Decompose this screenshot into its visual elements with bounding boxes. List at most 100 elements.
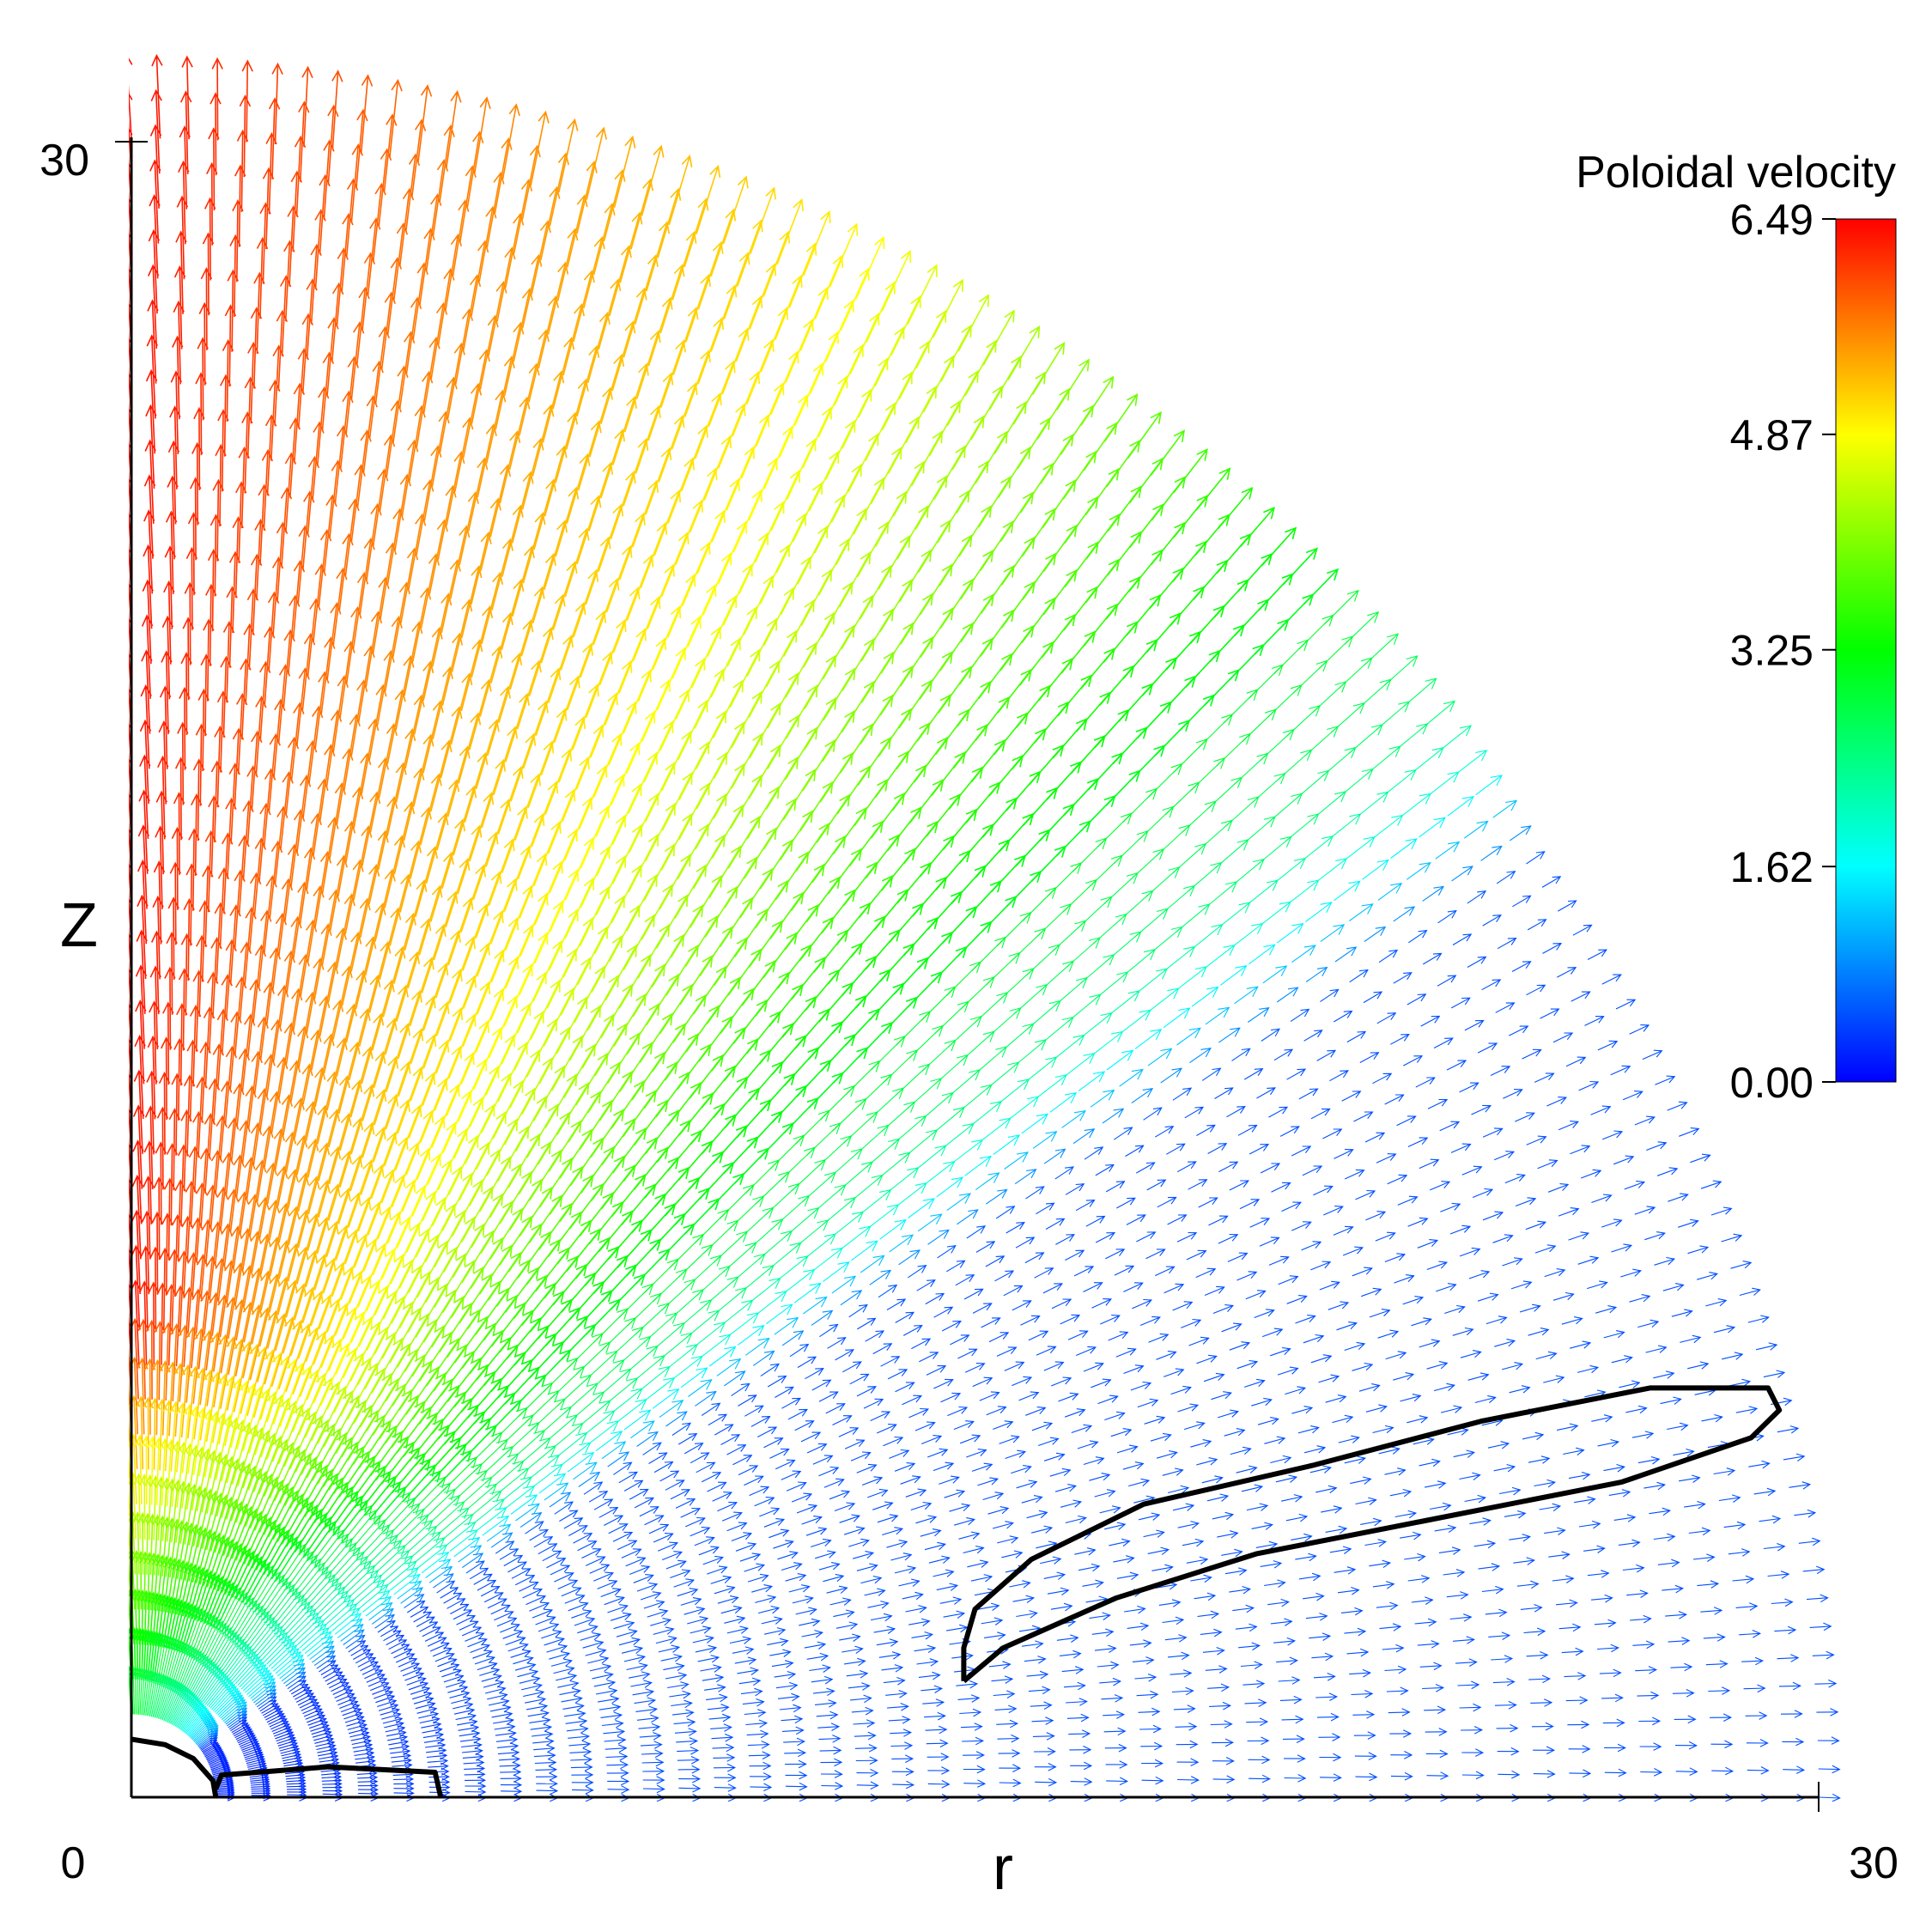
velocity-arrow (211, 550, 215, 632)
velocity-arrow (495, 356, 513, 430)
velocity-arrow (228, 586, 234, 668)
velocity-arrow-head (350, 931, 362, 945)
velocity-arrow (393, 914, 415, 984)
velocity-arrow-head (549, 185, 561, 199)
velocity-arrow (359, 1373, 392, 1428)
velocity-arrow (179, 1004, 183, 1086)
velocity-arrow (362, 1207, 391, 1272)
velocity-arrow-head (578, 1082, 590, 1096)
velocity-arrow (164, 686, 168, 769)
velocity-arrow (1344, 611, 1379, 645)
velocity-arrow-head (936, 475, 948, 489)
velocity-arrow-head (552, 860, 563, 874)
velocity-arrow-head (615, 854, 626, 868)
velocity-arrow-head (777, 307, 789, 320)
velocity-arrow-head (519, 692, 530, 706)
velocity-arrow (411, 119, 422, 197)
velocity-arrow (349, 1239, 376, 1304)
velocity-arrow (829, 223, 858, 288)
velocity-arrow (171, 1643, 186, 1686)
velocity-arrow-head (181, 55, 193, 68)
velocity-arrow (168, 1642, 184, 1686)
velocity-arrow (682, 543, 710, 606)
velocity-arrow (211, 1374, 226, 1443)
velocity-arrow-head (482, 605, 494, 618)
velocity-arrow-head (399, 1023, 410, 1036)
velocity-arrow (394, 475, 408, 550)
velocity-arrow (592, 733, 622, 798)
velocity-arrow-head (986, 339, 997, 353)
velocity-arrow-head (442, 851, 454, 865)
velocity-arrow (386, 1024, 409, 1093)
velocity-arrow (149, 1475, 151, 1540)
velocity-arrow (344, 860, 361, 934)
velocity-arrow-head (319, 850, 332, 864)
velocity-arrow (459, 166, 473, 242)
velocity-arrow (817, 538, 850, 596)
velocity-arrow (434, 931, 459, 999)
velocity-arrow-head (531, 253, 543, 267)
velocity-arrow-head (160, 1477, 173, 1490)
velocity-arrow (488, 839, 513, 906)
velocity-arrow-head (793, 197, 804, 211)
velocity-arrow (499, 1216, 533, 1267)
velocity-arrow (325, 1599, 355, 1625)
velocity-arrow (181, 723, 185, 805)
velocity-arrow (1364, 633, 1399, 665)
velocity-arrow (205, 1493, 222, 1551)
velocity-arrow-head (211, 1668, 223, 1681)
velocity-arrow (611, 1080, 645, 1129)
velocity-arrow (412, 263, 425, 340)
velocity-arrow-head (420, 806, 432, 820)
velocity-arrow (736, 220, 762, 287)
velocity-arrow (481, 573, 501, 645)
velocity-arrow-head (452, 1006, 464, 1021)
velocity-arrow (215, 1116, 223, 1195)
velocity-arrow (261, 1577, 289, 1616)
velocity-arrow (618, 513, 645, 580)
velocity-arrow-head (437, 1078, 448, 1091)
velocity-arrow (780, 556, 811, 616)
velocity-arrow (331, 70, 339, 150)
velocity-arrow (813, 1247, 843, 1271)
velocity-arrow (277, 1405, 303, 1465)
velocity-arrow-head (697, 197, 709, 211)
velocity-arrow-head (351, 1154, 363, 1168)
velocity-arrow (167, 581, 172, 665)
velocity-arrow (770, 351, 799, 416)
velocity-arrow (762, 232, 789, 297)
velocity-arrow (186, 1182, 192, 1262)
velocity-arrow (446, 452, 462, 526)
velocity-arrow-head (803, 319, 814, 332)
velocity-arrow-head (465, 936, 476, 950)
velocity-arrow-head (315, 1373, 326, 1387)
velocity-arrow (226, 340, 229, 422)
velocity-arrow-head (298, 100, 310, 113)
velocity-arrow (236, 1049, 246, 1127)
velocity-arrow-head (407, 1348, 418, 1362)
velocity-arrow (833, 344, 864, 406)
velocity-arrow-head (298, 953, 310, 967)
velocity-arrow (608, 905, 641, 963)
velocity-arrow (804, 1233, 836, 1260)
velocity-arrow (233, 1342, 251, 1413)
velocity-arrow (1177, 966, 1207, 989)
velocity-arrow (690, 875, 723, 928)
velocity-arrow (380, 1138, 408, 1204)
velocity-arrow-head (329, 1298, 341, 1312)
velocity-arrow-head (310, 812, 322, 826)
velocity-arrow-head (563, 337, 575, 350)
velocity-arrow (300, 921, 314, 996)
velocity-arrow-head (529, 1133, 541, 1146)
velocity-arrow-head (958, 489, 970, 503)
velocity-arrow-head (547, 781, 559, 794)
velocity-arrow (519, 854, 547, 919)
velocity-arrow (519, 364, 538, 436)
velocity-arrow (858, 358, 889, 418)
velocity-arrow (405, 155, 416, 232)
velocity-arrow-head (420, 84, 433, 97)
velocity-arrow-head (454, 1209, 466, 1223)
velocity-arrow (1346, 836, 1376, 860)
velocity-arrow-head (408, 1141, 420, 1155)
velocity-arrow (231, 270, 234, 352)
